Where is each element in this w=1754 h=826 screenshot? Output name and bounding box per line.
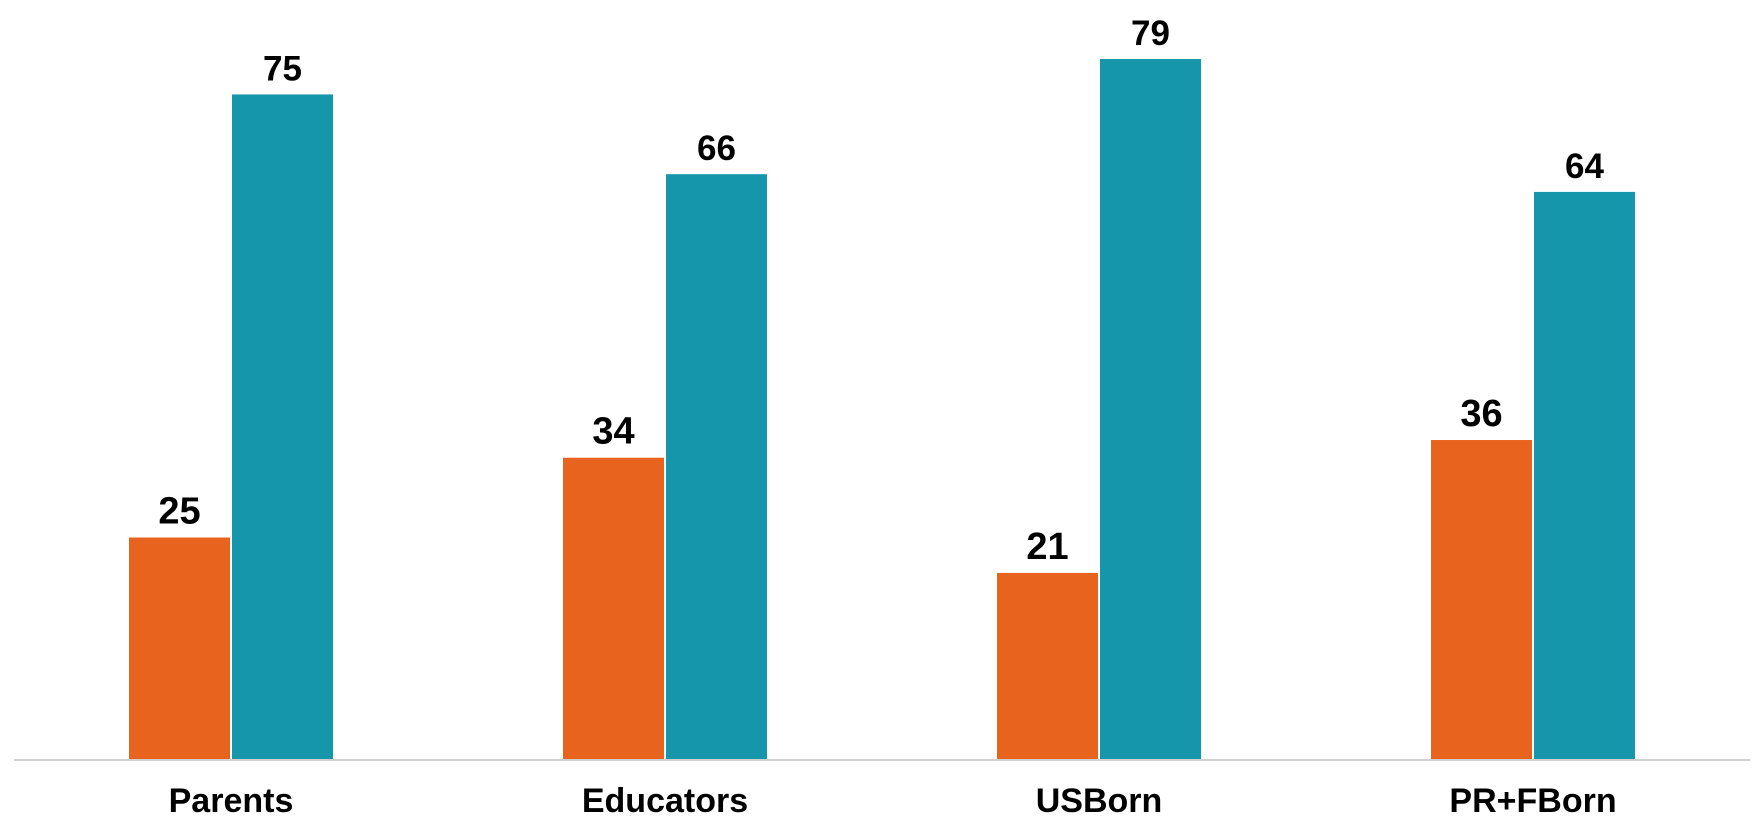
data-label-2-series-0: 21 — [1026, 526, 1068, 568]
x-tick-label-1: Educators — [582, 782, 748, 820]
bar-group-2: 21 79 — [997, 14, 1201, 759]
bar-2-series-1 — [1100, 59, 1201, 759]
bar-3-series-1 — [1534, 191, 1635, 760]
x-tick-label-0: Parents — [169, 782, 294, 820]
data-label-1-series-1: 66 — [697, 129, 736, 168]
bar-2-series-0 — [997, 572, 1098, 759]
bar-group-3: 36 64 — [1431, 147, 1635, 760]
bar-1-series-0 — [563, 457, 664, 759]
bar-0-series-1 — [232, 94, 333, 759]
bar-group-0: 25 75 — [129, 49, 333, 759]
data-label-1-series-0: 34 — [592, 411, 634, 453]
data-label-0-series-0: 25 — [158, 490, 200, 532]
data-label-0-series-1: 75 — [263, 49, 302, 88]
bar-group-1: 34 66 — [563, 129, 767, 759]
bar-0-series-0 — [129, 537, 230, 759]
x-tick-label-3: PR+FBorn — [1449, 782, 1616, 820]
data-label-3-series-0: 36 — [1460, 393, 1502, 435]
data-label-3-series-1: 64 — [1565, 147, 1604, 186]
data-label-2-series-1: 79 — [1131, 14, 1170, 53]
bar-3-series-0 — [1431, 440, 1532, 759]
x-tick-label-2: USBorn — [1036, 782, 1163, 820]
bar-1-series-1 — [666, 174, 767, 759]
